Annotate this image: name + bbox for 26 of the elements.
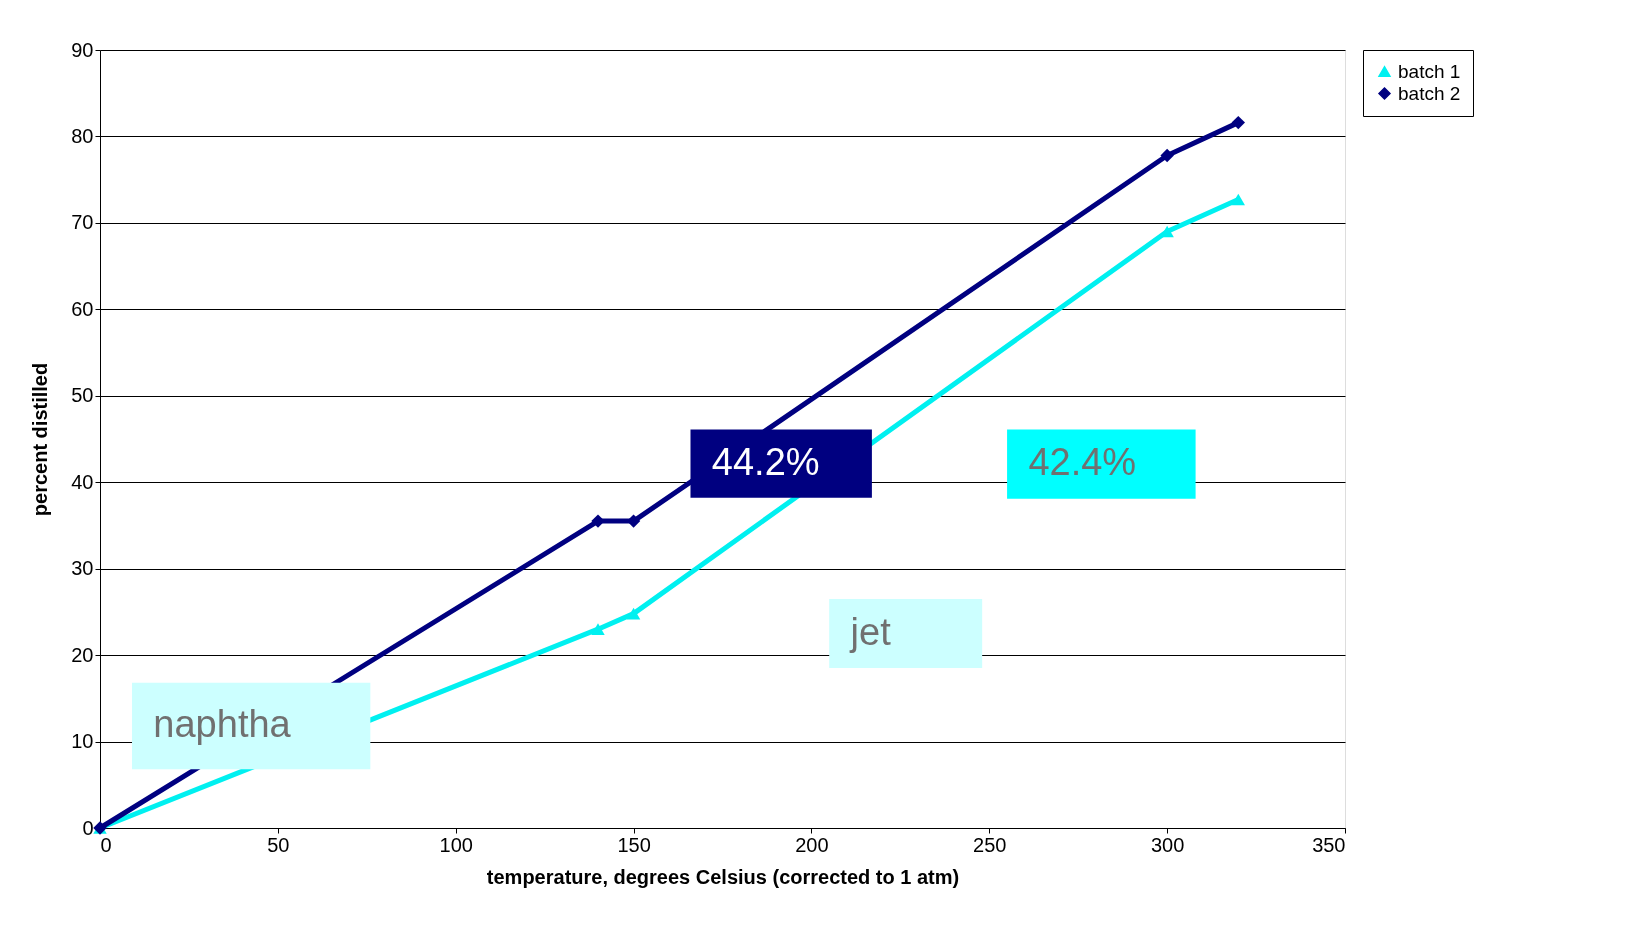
x-axis-title: temperature, degrees Celsius (corrected to 1 atm)	[486, 865, 960, 888]
x-tick-label: 200	[795, 833, 829, 856]
legend-label: batch 2	[1398, 82, 1461, 104]
annotation: 44.2%	[711, 440, 820, 483]
annotation: 42.4%	[1028, 441, 1137, 484]
y-tick-label: 60	[71, 297, 94, 320]
y-tick-label: 10	[71, 730, 94, 753]
y-tick-label: 40	[71, 470, 94, 493]
annotation: naphtha	[153, 703, 292, 745]
y-tick-label: 30	[71, 557, 94, 580]
y-tick-label: 90	[71, 38, 94, 61]
x-tick-label: 250	[973, 833, 1007, 856]
x-tick-label: 100	[439, 833, 473, 856]
y-tick-label: 20	[71, 643, 94, 666]
y-tick-label: 50	[71, 384, 94, 407]
annotation: jet	[849, 610, 892, 653]
x-tick-label: 150	[617, 833, 651, 856]
y-tick-label: 80	[71, 124, 94, 147]
legend-label: batch 1	[1398, 60, 1461, 82]
x-tick-label: 300	[1150, 833, 1185, 856]
y-axis-title: percent distilled	[29, 362, 52, 517]
x-tick-label: 50	[267, 833, 290, 856]
y-tick-label: 0	[82, 816, 94, 839]
y-tick-label: 70	[71, 211, 94, 234]
x-tick-label: 0	[100, 833, 112, 856]
x-tick-label: 350	[1312, 833, 1346, 856]
